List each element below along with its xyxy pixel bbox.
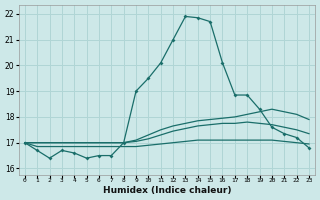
X-axis label: Humidex (Indice chaleur): Humidex (Indice chaleur) (103, 186, 231, 195)
